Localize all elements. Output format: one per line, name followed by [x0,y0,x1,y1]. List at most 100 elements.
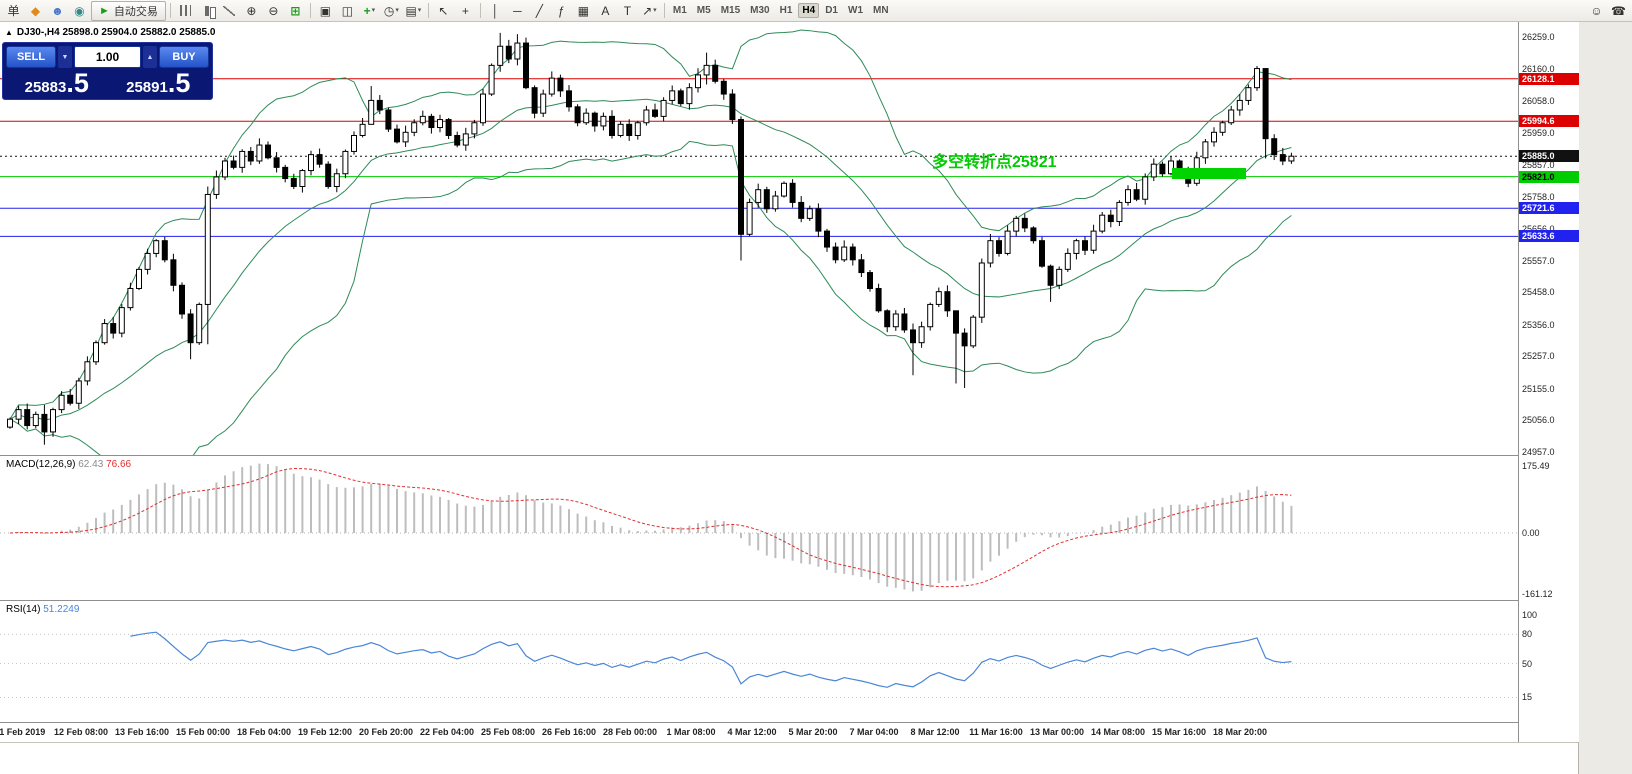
time-axis[interactable]: 11 Feb 2019 12 Feb 08:00 13 Feb 16:00 15 Fe… [0,722,1518,742]
volume-input[interactable] [74,46,141,68]
time-axis-label: 11 Feb 2019 [0,727,46,737]
toolbar-separator [427,3,429,18]
panel-divider[interactable] [0,455,1578,456]
price-level-label: 25633.6 [1519,230,1579,243]
horizontal-line-tool-icon[interactable]: ─ [513,3,522,18]
time-axis-label: 7 Mar 04:00 [849,727,899,737]
timeframe-M5[interactable]: M5 [696,5,711,16]
cursor-icon[interactable]: ↖ [438,3,449,18]
menu-text[interactable]: 单 [7,3,20,18]
candlestick-chart-icon[interactable] [197,2,218,20]
price-axis-label: 25155.0 [1522,383,1555,394]
time-axis-label: 28 Feb 00:00 [602,727,658,737]
buy-price[interactable]: 25891 .5 [108,68,210,98]
timeframe-M1[interactable]: M1 [672,5,687,16]
price-axis[interactable]: 26259.0 26160.0 26058.0 25959.0 25857.0 25758… [1518,22,1579,742]
community-icon[interactable]: ☺ [1590,3,1603,18]
macd-main-value: 62.43 [78,459,104,470]
price-level-label: 25821.0 [1519,170,1579,183]
price-level-label: 25885.0 [1519,150,1579,163]
trendline-tool-icon[interactable]: ╱ [535,3,543,18]
buy-price-frac: .5 [167,68,191,98]
time-axis-label: 12 Feb 08:00 [53,727,109,737]
chevron-down-icon: ▾ [417,7,422,14]
new-order-icon[interactable]: ◆ [30,3,41,18]
price-axis-label: 25557.0 [1522,255,1555,266]
time-axis-label: 25 Feb 08:00 [480,727,536,737]
cascade-windows-icon[interactable]: ▣ [319,3,332,18]
timeframe-MN[interactable]: MN [873,5,889,16]
svg-text:多空转折点25821: 多空转折点25821 [932,152,1057,171]
time-axis-label: 5 Mar 20:00 [788,727,838,737]
time-axis-divider [0,722,1578,723]
fibonacci-tool-icon[interactable]: ƒ [558,3,565,18]
collapse-one-click-icon[interactable]: ▲ [5,28,13,37]
time-axis-label: 8 Mar 12:00 [910,727,960,737]
time-axis-label: 14 Mar 08:00 [1090,727,1146,737]
timeframe-group: M1 M5 M15 M30 H1 H4 D1 W1 MN [669,3,893,18]
price-axis-label: 25458.0 [1522,287,1555,298]
globe-icon[interactable]: ◉ [74,3,85,18]
time-axis-label: 18 Mar 20:00 [1212,727,1268,737]
time-axis-label: 4 Mar 12:00 [727,727,777,737]
vertical-line-tool-icon[interactable]: │ [491,3,500,18]
bar-chart-icon[interactable] [175,2,196,20]
zoom-out-icon[interactable]: ⊖ [268,3,279,18]
timeframe-H4[interactable]: H4 [798,3,820,18]
text-tool-icon[interactable]: A [601,3,610,18]
buy-button[interactable]: BUY [159,46,209,68]
autotrading-label: 自动交易 [113,5,158,18]
profile-icon[interactable]: ☻ [51,3,64,18]
macd-axis-label: 175.49 [1522,461,1550,472]
volume-increase-button[interactable]: ▲ [143,46,157,68]
autotrading-button[interactable]: ► 自动交易 [91,0,166,21]
rsi-axis-label: 15 [1522,692,1533,703]
macd-label: MACD(12,26,9) 62.43 76.66 [6,459,132,470]
play-icon: ► [99,4,110,17]
price-axis-label: 25959.0 [1522,127,1555,138]
toolbar-separator [479,3,481,18]
chevron-down-icon: ▾ [395,7,399,14]
time-axis-label: 19 Feb 12:00 [297,727,353,737]
sell-price-int: 25883 [24,79,67,96]
add-indicator-icon[interactable]: + ▾ [363,3,376,18]
right-panel [1578,22,1632,774]
arrows-tool-icon[interactable]: ↗ ▾ [642,3,657,18]
price-level-label: 26128.1 [1519,72,1579,85]
time-axis-label: 11 Mar 16:00 [969,727,1023,737]
tile-horizontal-icon[interactable]: ◫ [341,3,354,18]
timeframe-W1[interactable]: W1 [848,5,863,16]
rsi-indicator-chart[interactable] [0,600,1518,722]
template-icon[interactable]: ▤ ▾ [405,3,422,18]
time-axis-label: 18 Feb 04:00 [236,727,292,737]
rsi-axis-label: 50 [1522,658,1533,669]
sell-button[interactable]: SELL [6,46,56,68]
support-icon[interactable]: ☎ [1611,3,1626,18]
zoom-in-icon[interactable]: ⊕ [246,3,257,18]
one-click-trading-panel: SELL ▼ ▲ BUY 25883 .5 25891 .5 [2,42,213,100]
main-price-chart[interactable]: 多空转折点25821 [0,22,1518,455]
time-axis-label: 13 Feb 16:00 [114,727,170,737]
rsi-axis-label: 80 [1522,629,1533,640]
macd-indicator-chart[interactable] [0,455,1518,600]
panel-divider[interactable] [0,600,1578,601]
line-chart-icon[interactable] [219,2,240,20]
period-clock-icon[interactable]: ◷ ▾ [383,3,399,18]
shapes-tool-icon[interactable]: ▦ [577,3,590,18]
price-axis-label: 25257.0 [1522,351,1555,362]
text-label-tool-icon[interactable]: T [623,3,632,18]
toolbar-separator [309,3,311,18]
timeframe-H1[interactable]: H1 [779,5,793,16]
tile-windows-icon[interactable]: ⊞ [290,3,301,18]
timeframe-D1[interactable]: D1 [825,5,838,16]
volume-decrease-button[interactable]: ▼ [58,46,72,68]
sell-price[interactable]: 25883 .5 [6,70,108,97]
time-axis-label: 15 Mar 16:00 [1151,727,1207,737]
time-axis-label: 26 Feb 16:00 [541,727,597,737]
timeframe-M15[interactable]: M15 [720,5,741,16]
bottom-divider [0,742,1578,743]
crosshair-icon[interactable]: + [461,3,469,18]
chart-title: ▲ DJ30-,H4 25898.0 25904.0 25882.0 25885… [5,27,215,38]
timeframe-M30[interactable]: M30 [750,5,770,16]
rsi-label: RSI(14) 51.2249 [6,604,80,615]
